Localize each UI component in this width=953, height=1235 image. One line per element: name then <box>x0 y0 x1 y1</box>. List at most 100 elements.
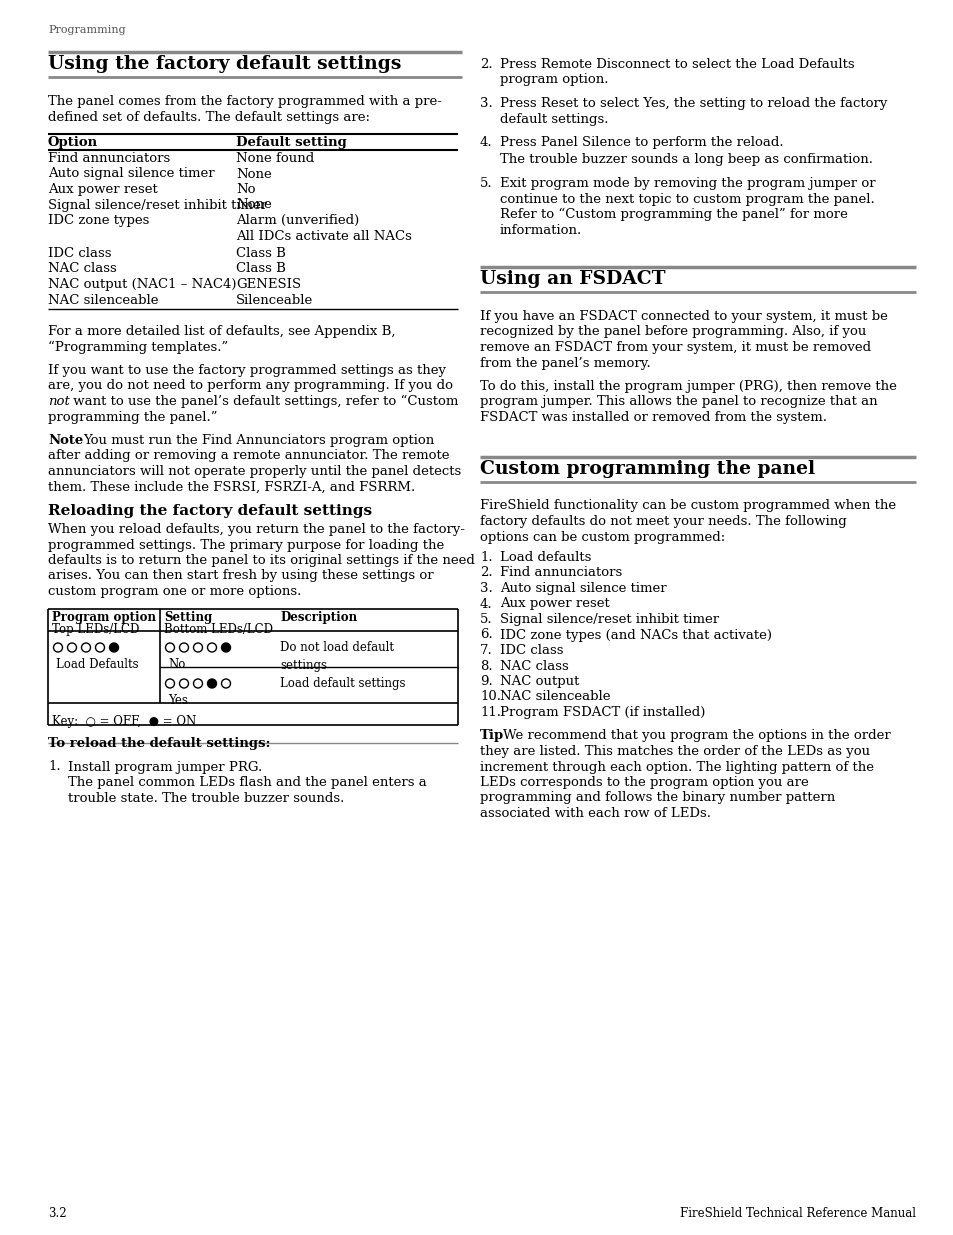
Text: after adding or removing a remote annunciator. The remote: after adding or removing a remote annunc… <box>48 450 449 462</box>
Text: NAC class: NAC class <box>499 659 568 673</box>
Circle shape <box>221 643 231 652</box>
Text: programming and follows the binary number pattern: programming and follows the binary numbe… <box>479 792 835 804</box>
Text: Signal silence/reset inhibit timer: Signal silence/reset inhibit timer <box>499 613 719 626</box>
Text: 8.: 8. <box>479 659 492 673</box>
Text: You must run the Find Annunciators program option: You must run the Find Annunciators progr… <box>83 433 434 447</box>
Text: Custom programming the panel: Custom programming the panel <box>479 459 814 478</box>
Text: The panel comes from the factory programmed with a pre-: The panel comes from the factory program… <box>48 95 441 107</box>
Circle shape <box>208 679 216 688</box>
Text: trouble state. The trouble buzzer sounds.: trouble state. The trouble buzzer sounds… <box>68 792 344 804</box>
Text: 4.: 4. <box>479 598 492 610</box>
Text: Load defaults: Load defaults <box>499 551 591 564</box>
Text: 3.2: 3.2 <box>48 1207 67 1220</box>
Text: NAC output: NAC output <box>499 676 578 688</box>
Text: Load Defaults: Load Defaults <box>56 658 138 672</box>
Text: The panel common LEDs flash and the panel enters a: The panel common LEDs flash and the pane… <box>68 776 426 789</box>
Text: Option: Option <box>48 136 98 149</box>
Text: Description: Description <box>280 610 356 624</box>
Text: Press Remote Disconnect to select the Load Defaults: Press Remote Disconnect to select the Lo… <box>499 58 854 70</box>
Text: 1.: 1. <box>48 761 61 773</box>
Text: 3.: 3. <box>479 582 493 595</box>
Text: Reloading the factory default settings: Reloading the factory default settings <box>48 504 372 517</box>
Text: program jumper. This allows the panel to recognize that an: program jumper. This allows the panel to… <box>479 395 877 409</box>
Text: programmed settings. The primary purpose for loading the: programmed settings. The primary purpose… <box>48 538 444 552</box>
Text: NAC output (NAC1 – NAC4): NAC output (NAC1 – NAC4) <box>48 278 236 291</box>
Text: factory defaults do not meet your needs. The following: factory defaults do not meet your needs.… <box>479 515 846 529</box>
Text: want to use the panel’s default settings, refer to “Custom: want to use the panel’s default settings… <box>69 395 457 409</box>
Text: Alarm (unverified): Alarm (unverified) <box>235 214 359 227</box>
Text: Class B: Class B <box>235 247 286 261</box>
Text: Silenceable: Silenceable <box>235 294 313 306</box>
Text: settings: settings <box>280 658 327 672</box>
Text: information.: information. <box>499 224 581 236</box>
Text: 10.: 10. <box>479 690 500 704</box>
Text: Aux power reset: Aux power reset <box>48 183 157 196</box>
Text: they are listed. This matches the order of the LEDs as you: they are listed. This matches the order … <box>479 745 869 758</box>
Text: Top LEDs/LCD: Top LEDs/LCD <box>52 624 139 636</box>
Text: remove an FSDACT from your system, it must be removed: remove an FSDACT from your system, it mu… <box>479 341 870 354</box>
Text: 6.: 6. <box>479 629 493 641</box>
Text: 2.: 2. <box>479 58 492 70</box>
Text: None: None <box>235 168 272 180</box>
Text: IDC zone types (and NACs that activate): IDC zone types (and NACs that activate) <box>499 629 771 641</box>
Text: defaults is to return the panel to its original settings if the need: defaults is to return the panel to its o… <box>48 555 475 567</box>
Text: None: None <box>235 199 272 211</box>
Text: Exit program mode by removing the program jumper or: Exit program mode by removing the progra… <box>499 177 875 190</box>
Text: If you have an FSDACT connected to your system, it must be: If you have an FSDACT connected to your … <box>479 310 887 324</box>
Text: IDC class: IDC class <box>48 247 112 261</box>
Text: FSDACT was installed or removed from the system.: FSDACT was installed or removed from the… <box>479 411 826 424</box>
Text: programming the panel.”: programming the panel.” <box>48 410 217 424</box>
Text: Load default settings: Load default settings <box>280 677 405 690</box>
Text: not: not <box>48 395 70 408</box>
Text: To do this, install the program jumper (PRG), then remove the: To do this, install the program jumper (… <box>479 380 896 393</box>
Text: Program option: Program option <box>52 610 156 624</box>
Text: FireShield functionality can be custom programmed when the: FireShield functionality can be custom p… <box>479 499 895 513</box>
Text: program option.: program option. <box>499 74 608 86</box>
Text: are, you do not need to perform any programming. If you do: are, you do not need to perform any prog… <box>48 379 453 393</box>
Text: FireShield Technical Reference Manual: FireShield Technical Reference Manual <box>679 1207 915 1220</box>
Text: Signal silence/reset inhibit timer: Signal silence/reset inhibit timer <box>48 199 267 211</box>
Text: Find annunciators: Find annunciators <box>48 152 170 165</box>
Text: Find annunciators: Find annunciators <box>499 567 621 579</box>
Text: Program FSDACT (if installed): Program FSDACT (if installed) <box>499 706 704 719</box>
Text: 5.: 5. <box>479 613 492 626</box>
Text: 9.: 9. <box>479 676 493 688</box>
Text: 5.: 5. <box>479 177 492 190</box>
Text: custom program one or more options.: custom program one or more options. <box>48 585 301 598</box>
Text: Using the factory default settings: Using the factory default settings <box>48 56 401 73</box>
Text: Yes: Yes <box>168 694 188 708</box>
Text: When you reload defaults, you return the panel to the factory-: When you reload defaults, you return the… <box>48 522 464 536</box>
Text: Press Reset to select Yes, the setting to reload the factory: Press Reset to select Yes, the setting t… <box>499 98 886 110</box>
Text: Note: Note <box>48 433 83 447</box>
Text: 11.: 11. <box>479 706 500 719</box>
Text: All IDCs activate all NACs: All IDCs activate all NACs <box>235 230 412 242</box>
Text: 1.: 1. <box>479 551 492 564</box>
Text: Class B: Class B <box>235 263 286 275</box>
Text: associated with each row of LEDs.: associated with each row of LEDs. <box>479 806 710 820</box>
Text: If you want to use the factory programmed settings as they: If you want to use the factory programme… <box>48 364 446 377</box>
Text: NAC silenceable: NAC silenceable <box>48 294 158 306</box>
Text: The trouble buzzer sounds a long beep as confirmation.: The trouble buzzer sounds a long beep as… <box>499 153 872 167</box>
Text: Auto signal silence timer: Auto signal silence timer <box>499 582 666 595</box>
Text: continue to the next topic to custom program the panel.: continue to the next topic to custom pro… <box>499 193 874 205</box>
Text: default settings.: default settings. <box>499 112 608 126</box>
Text: Press Panel Silence to perform the reload.: Press Panel Silence to perform the reloa… <box>499 136 782 149</box>
Text: Install program jumper PRG.: Install program jumper PRG. <box>68 761 262 773</box>
Text: Refer to “Custom programming the panel” for more: Refer to “Custom programming the panel” … <box>499 207 847 221</box>
Text: No: No <box>168 658 185 672</box>
Text: arises. You can then start fresh by using these settings or: arises. You can then start fresh by usin… <box>48 569 434 583</box>
Text: from the panel’s memory.: from the panel’s memory. <box>479 357 650 369</box>
Text: None found: None found <box>235 152 314 165</box>
Text: 4.: 4. <box>479 136 492 149</box>
Text: increment through each option. The lighting pattern of the: increment through each option. The light… <box>479 761 873 773</box>
Text: To reload the default settings:: To reload the default settings: <box>48 737 271 751</box>
Text: them. These include the FSRSI, FSRZI-A, and FSRRM.: them. These include the FSRSI, FSRZI-A, … <box>48 480 415 494</box>
Text: Do not load default: Do not load default <box>280 641 394 655</box>
Text: Aux power reset: Aux power reset <box>499 598 609 610</box>
Text: For a more detailed list of defaults, see Appendix B,: For a more detailed list of defaults, se… <box>48 325 395 338</box>
Text: 7.: 7. <box>479 643 493 657</box>
Text: annunciators will not operate properly until the panel detects: annunciators will not operate properly u… <box>48 466 460 478</box>
Text: GENESIS: GENESIS <box>235 278 301 291</box>
Text: No: No <box>235 183 255 196</box>
Text: We recommend that you program the options in the order: We recommend that you program the option… <box>502 730 890 742</box>
